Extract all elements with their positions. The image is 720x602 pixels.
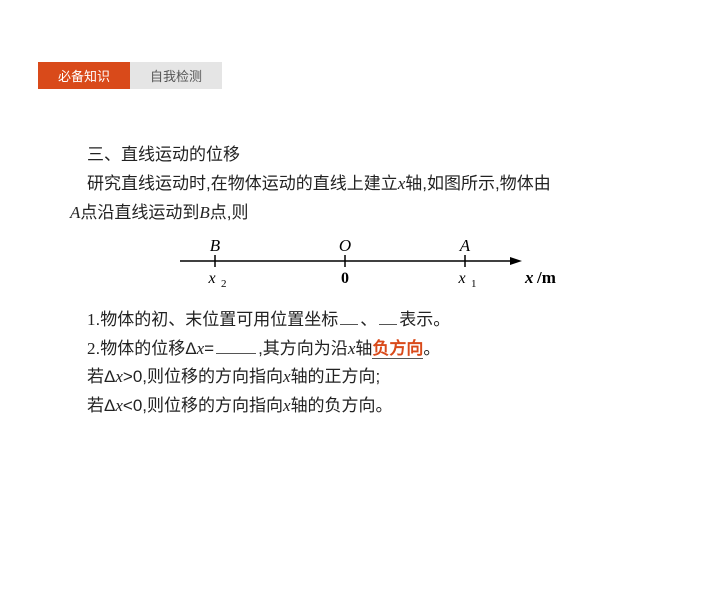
item2-text-1: .物体的位移Δ [96,339,197,358]
svg-text:O: O [339,236,351,255]
blank-x1 [340,308,358,325]
item4-lt: <0,则位移的方向指向 [123,396,283,415]
svg-text:A: A [459,236,471,255]
item1-text-2: 、 [360,310,377,329]
blank-delta-x [216,337,256,354]
intro-paragraph: 研究直线运动时,在物体运动的直线上建立x轴,如图所示,物体由 [70,170,670,199]
svg-text:B: B [210,236,221,255]
svg-text:x: x [457,270,465,287]
tab-required-knowledge[interactable]: 必备知识 [38,62,130,89]
number-line-diagram: BOAx20x1x/m [70,236,670,296]
blank-x2 [379,308,397,325]
item3-text-2: 轴的正方向; [291,367,381,386]
content-area: 三、直线运动的位移 研究直线运动时,在物体运动的直线上建立x轴,如图所示,物体由… [70,141,670,421]
item3-gt: >0,则位移的方向指向 [123,367,283,386]
item1-text-3: 表示。 [399,310,450,329]
item-1: 1.物体的初、末位置可用位置坐标 、 表示。 [70,306,670,335]
item1-number: 1 [87,310,96,329]
item1-text-1: .物体的初、末位置可用位置坐标 [96,310,339,329]
item-3: 若Δx>0,则位移的方向指向x轴的正方向; [70,363,670,392]
item-4: 若Δx<0,则位移的方向指向x轴的负方向。 [70,392,670,421]
intro-text-1: 研究直线运动时,在物体运动的直线上建立 [70,170,398,199]
item4-text-2: 轴的负方向。 [291,396,393,415]
svg-text:/m: /m [536,268,556,287]
item2-text-2: ,其方向为沿 [258,339,348,358]
item2-var-x: x [197,339,205,358]
svg-text:x: x [524,268,534,287]
intro-text-4: 点,则 [210,203,249,222]
intro-var-A: A [70,203,80,222]
svg-text:x: x [207,270,215,287]
tab-self-test[interactable]: 自我检测 [130,62,222,89]
number-line-svg: BOAx20x1x/m [170,236,570,296]
intro-var-B: B [199,203,209,222]
svg-text:1: 1 [471,278,477,290]
item2-text-3: 轴 [355,339,372,358]
item3-text-1: 若Δ [87,367,115,386]
item3-var-x2: x [283,367,291,386]
item3-var-x: x [115,367,123,386]
item2-number: 2 [87,339,96,358]
intro-text-3: 点沿直线运动到 [80,203,199,222]
svg-text:2: 2 [221,278,227,290]
item4-var-x: x [115,396,123,415]
tab-bar: 必备知识 自我检测 [38,62,720,89]
section-heading: 三、直线运动的位移 [70,141,670,170]
item4-text-1: 若Δ [87,396,115,415]
item2-red-text: 负方向 [372,339,423,359]
item2-eq: = [204,339,214,358]
item-2: 2.物体的位移Δx=,其方向为沿x轴负方向。 [70,335,670,364]
intro-text-2: 轴,如图所示,物体由 [405,174,550,193]
svg-text:0: 0 [341,270,349,287]
item2-text-4: 。 [423,339,440,358]
item4-var-x2: x [283,396,291,415]
intro-paragraph-2: A点沿直线运动到B点,则 [70,199,670,228]
